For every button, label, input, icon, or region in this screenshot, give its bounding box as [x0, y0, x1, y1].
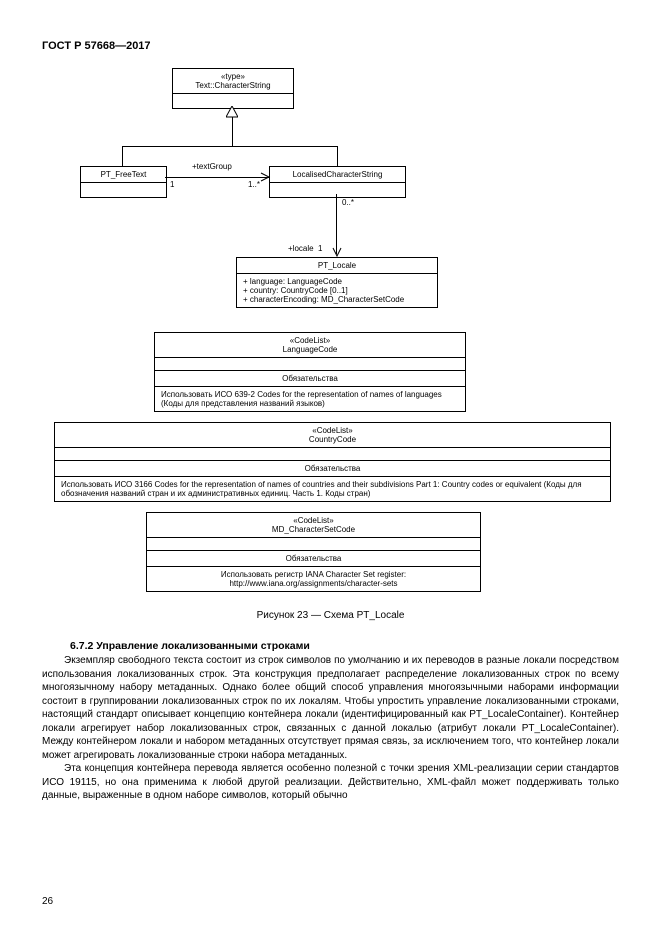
- uml-diagram: «type» Text::CharacterString PT_FreeText: [42, 62, 619, 622]
- pt-locale-attrs: + language: LanguageCode + country: Coun…: [237, 274, 437, 307]
- box-pt-locale: PT_Locale + language: LanguageCode + cou…: [236, 257, 438, 308]
- box-languagecode: «CodeList» LanguageCode Обязательства Ис…: [154, 332, 466, 412]
- langcode-obligtext: Использовать ИСО 639-2 Codes for the rep…: [161, 390, 459, 408]
- page-number: 26: [42, 896, 53, 907]
- box-lcs: LocalisedCharacterString: [269, 166, 406, 198]
- doc-header: ГОСТ Р 57668—2017: [42, 40, 619, 52]
- classname-pt-locale: PT_Locale: [243, 261, 431, 270]
- stereo-charset: «CodeList»: [153, 516, 474, 525]
- figure-caption: Рисунок 23 — Схема PT_Locale: [42, 610, 619, 621]
- classname-lcs: LocalisedCharacterString: [276, 170, 399, 179]
- label-locale: +locale 1: [288, 244, 322, 253]
- classname-charset: MD_CharacterSetCode: [153, 525, 474, 534]
- countrycode-obligtitle: Обязательства: [61, 464, 604, 473]
- label-textgroup: +textGroup: [192, 162, 232, 171]
- classname-langcode: LanguageCode: [161, 345, 459, 354]
- mult-1-left: 1: [170, 180, 174, 189]
- charset-obligtext1: Использовать регистр IANA Character Set …: [153, 570, 474, 579]
- stereo-countrycode: «CodeList»: [61, 426, 604, 435]
- stereo-type: «type»: [179, 72, 287, 81]
- mult-0star: 0..*: [342, 198, 354, 207]
- box-countrycode: «CodeList» CountryCode Обязательства Исп…: [54, 422, 611, 502]
- mult-1star: 1..*: [248, 180, 260, 189]
- paragraph-1: Экземпляр свободного текста состоит из с…: [42, 654, 619, 762]
- classname-characterstring: Text::CharacterString: [179, 81, 287, 90]
- arrow-to-lcs: [259, 171, 271, 183]
- stereo-langcode: «CodeList»: [161, 336, 459, 345]
- classname-pt-freetext: PT_FreeText: [87, 170, 160, 179]
- box-pt-freetext: PT_FreeText: [80, 166, 167, 198]
- section-heading-6-7-2: 6.7.2 Управление локализованными строкам…: [42, 640, 619, 652]
- charset-obligtext2: http://www.iana.org/assignments/characte…: [153, 579, 474, 588]
- classname-countrycode: CountryCode: [61, 435, 604, 444]
- paragraph-2: Эта концепция контейнера перевода являет…: [42, 762, 619, 803]
- charset-obligtitle: Обязательства: [153, 554, 474, 563]
- box-characterstring: «type» Text::CharacterString: [172, 68, 294, 109]
- langcode-obligtitle: Обязательства: [161, 374, 459, 383]
- box-charsetcode: «CodeList» MD_CharacterSetCode Обязатель…: [146, 512, 481, 592]
- body-text: Экземпляр свободного текста состоит из с…: [42, 654, 619, 803]
- countrycode-obligtext: Использовать ИСО 3166 Codes for the repr…: [61, 480, 604, 498]
